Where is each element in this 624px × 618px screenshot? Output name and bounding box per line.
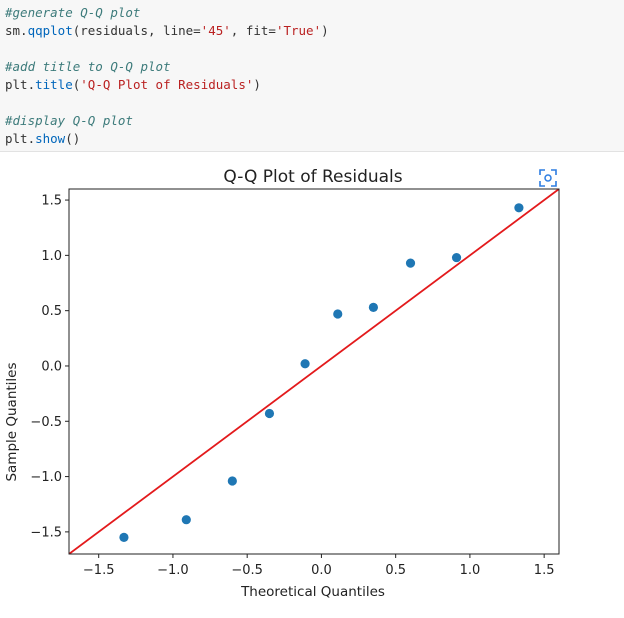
data-point — [264, 408, 275, 419]
y-tick-label: 0.5 — [41, 304, 62, 319]
x-tick-label: 1.5 — [534, 563, 555, 578]
code-token: , fit= — [230, 23, 276, 38]
code-cell[interactable]: #generate Q-Q plot sm.qqplot(residuals, l… — [0, 0, 624, 152]
x-tick-label: −1.0 — [157, 563, 189, 578]
x-tick-label: 0.5 — [385, 563, 406, 578]
code-comment: #add title to Q-Q plot — [5, 59, 171, 74]
data-point — [368, 302, 378, 312]
y-tick-label: 1.0 — [41, 249, 62, 264]
plot-output: Q-Q Plot of Residuals −1.5 −1.0 −0.5 0.0 0.5… — [0, 152, 624, 614]
fullscreen-icon[interactable] — [539, 169, 557, 187]
data-point — [300, 359, 310, 369]
code-token: '45' — [200, 23, 231, 38]
code-token: ) — [253, 77, 261, 92]
y-tick-label: 1.5 — [41, 194, 62, 209]
data-point — [514, 203, 524, 213]
code-token: 'True' — [275, 23, 322, 38]
code-statement: plt.show() — [5, 130, 624, 148]
plot-frame — [68, 188, 560, 555]
x-axis-label: Theoretical Quantiles — [240, 584, 385, 600]
code-statement: plt.title('Q-Q Plot of Residuals') — [5, 76, 624, 94]
y-tick-label: −1.0 — [30, 470, 62, 485]
y-axis-label: Sample Quantiles — [4, 362, 20, 481]
qq-plot-chart: Q-Q Plot of Residuals −1.5 −1.0 −0.5 0.0 0.5… — [4, 167, 560, 600]
code-token: plt. — [5, 131, 36, 146]
reference-line — [69, 189, 559, 554]
code-token: () — [65, 131, 81, 146]
code-comment: #display Q-Q plot — [5, 113, 133, 128]
y-tick-label: −0.5 — [30, 415, 62, 430]
x-tick-label: −0.5 — [231, 563, 263, 578]
code-token: ( — [72, 77, 81, 92]
code-statement: sm.qqplot(residuals, line='45', fit='Tru… — [5, 22, 624, 40]
data-point — [451, 252, 462, 263]
code-token: title — [35, 77, 73, 92]
data-point — [227, 476, 237, 486]
code-token: (residuals, line= — [72, 23, 201, 38]
code-blank-line — [5, 94, 624, 112]
x-tick-label: 1.0 — [460, 563, 481, 578]
data-point — [119, 532, 129, 543]
code-token: ) — [321, 23, 329, 38]
data-point — [405, 258, 416, 268]
code-token: 'Q-Q Plot of Residuals' — [80, 77, 254, 92]
code-token: sm. — [5, 23, 28, 38]
x-tick-label: 0.0 — [311, 563, 332, 578]
code-blank-line — [5, 40, 624, 58]
data-point — [333, 309, 343, 319]
chart-title: Q-Q Plot of Residuals — [223, 167, 402, 187]
data-point — [181, 515, 191, 525]
x-tick-label: −1.5 — [83, 563, 115, 578]
y-tick-label: 0.0 — [41, 359, 62, 374]
code-comment: #generate Q-Q plot — [5, 5, 141, 20]
y-tick-label: −1.5 — [30, 525, 62, 540]
code-token: qqplot — [27, 23, 73, 38]
code-token: plt. — [5, 77, 36, 92]
code-token: show — [35, 131, 66, 146]
